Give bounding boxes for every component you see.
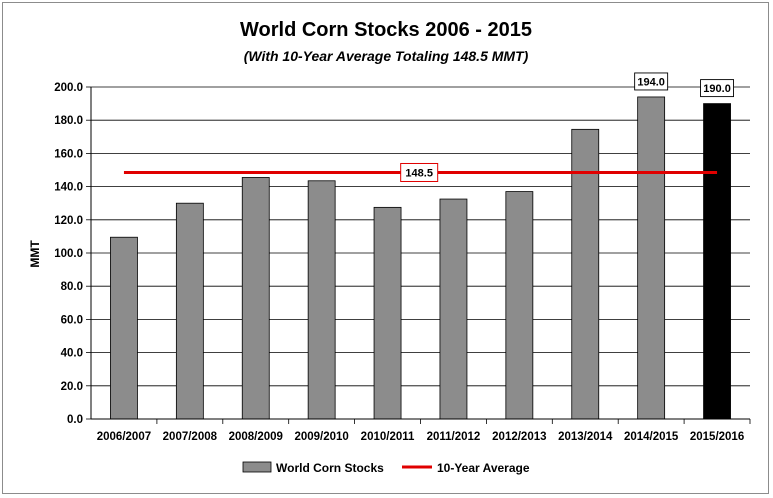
bar-2006-2007 — [110, 236, 138, 420]
bar-2012-2013 — [505, 191, 534, 420]
bar-2011-2012 — [439, 198, 468, 420]
data-labels: 194.0 190.0 — [634, 72, 734, 98]
average-line-group: 148.5 — [123, 162, 718, 182]
bar-2007-2008 — [175, 202, 204, 420]
bar-2014-2015 — [637, 96, 666, 420]
bar-2009-2010 — [307, 180, 336, 420]
average-label: 148.5 — [405, 167, 433, 179]
bar-2010-2011 — [373, 206, 402, 420]
x-tick-label: 2012/2013 — [492, 431, 546, 443]
data-label-box — [700, 79, 734, 98]
chart-title: World Corn Stocks 2006 - 2015 — [240, 19, 532, 41]
y-tick-label: 60.0 — [61, 314, 83, 326]
y-tick-label: 20.0 — [61, 381, 83, 393]
x-tick-label: 2015/2016 — [690, 431, 744, 443]
x-tick-label: 2008/2009 — [229, 431, 283, 443]
y-tick-label: 200.0 — [54, 82, 83, 94]
x-tick-label: 2009/2010 — [294, 431, 348, 443]
x-tick-label: 2010/2011 — [361, 431, 415, 443]
y-tick-label: 140.0 — [54, 182, 83, 194]
x-tick-label: 2011/2012 — [427, 431, 481, 443]
legend-bar-swatch — [242, 461, 272, 473]
bar-2008-2009 — [241, 177, 270, 420]
tick-labels: 0.0 20.0 40.0 60.0 80.0 100.0 120.0 140.0 160.0 1… — [54, 82, 744, 443]
legend-label-bars: World Corn Stocks — [276, 461, 384, 475]
bar-2015-2016 — [703, 103, 731, 420]
y-tick-label: 180.0 — [54, 115, 83, 127]
legend-label-line: 10-Year Average — [437, 461, 530, 475]
y-tick-label: 100.0 — [54, 248, 83, 260]
average-label-box — [400, 162, 439, 182]
y-tick-label: 160.0 — [54, 148, 83, 160]
data-label: 190.0 — [703, 83, 731, 95]
x-tick-label: 2007/2008 — [163, 431, 218, 443]
y-tick-label: 120.0 — [54, 215, 83, 227]
chart-subtitle: (With 10-Year Average Totaling 148.5 MMT… — [244, 48, 529, 64]
data-label: 194.0 — [637, 76, 665, 88]
bar-2013-2014 — [571, 128, 600, 420]
y-axis-title: MMT — [28, 240, 42, 268]
axes — [90, 87, 751, 424]
bars — [110, 96, 731, 420]
data-label-box — [634, 72, 669, 91]
y-tick-label: 0.0 — [67, 414, 83, 426]
x-tick-label: 2014/2015 — [624, 431, 679, 443]
x-tick-label: 2013/2014 — [558, 431, 613, 443]
x-tick-label: 2006/2007 — [97, 431, 151, 443]
y-tick-label: 80.0 — [61, 281, 83, 293]
y-tick-label: 40.0 — [61, 348, 83, 360]
legend: World Corn Stocks 10-Year Average — [242, 461, 530, 475]
